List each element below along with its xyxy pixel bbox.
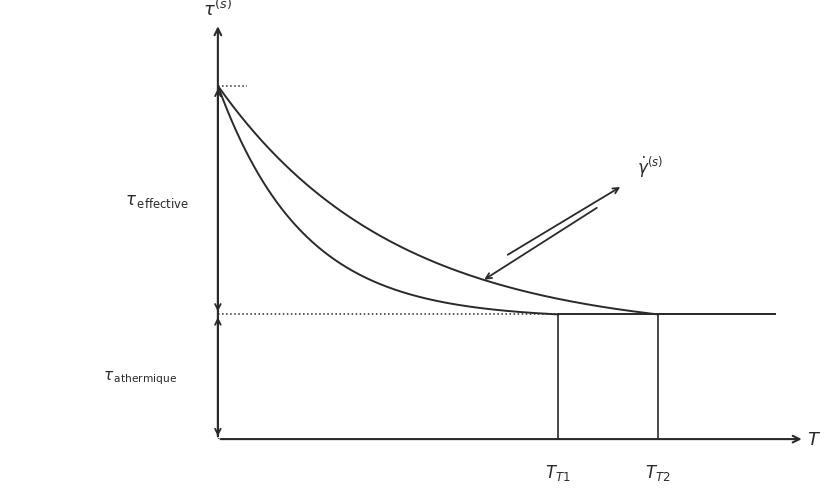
Text: $\tau_{\,\mathrm{effective}}$: $\tau_{\,\mathrm{effective}}$ [125, 192, 189, 210]
Text: $\dot{\gamma}^{(s)}$: $\dot{\gamma}^{(s)}$ [637, 155, 664, 180]
Text: $T_{T2}$: $T_{T2}$ [645, 462, 670, 482]
Text: $\tau^{(s)}$: $\tau^{(s)}$ [204, 0, 232, 20]
Text: $T_{T1}$: $T_{T1}$ [546, 462, 571, 482]
Text: $T$: $T$ [808, 430, 821, 448]
Text: $\tau_{\,\mathrm{athermique}}$: $\tau_{\,\mathrm{athermique}}$ [102, 368, 177, 386]
